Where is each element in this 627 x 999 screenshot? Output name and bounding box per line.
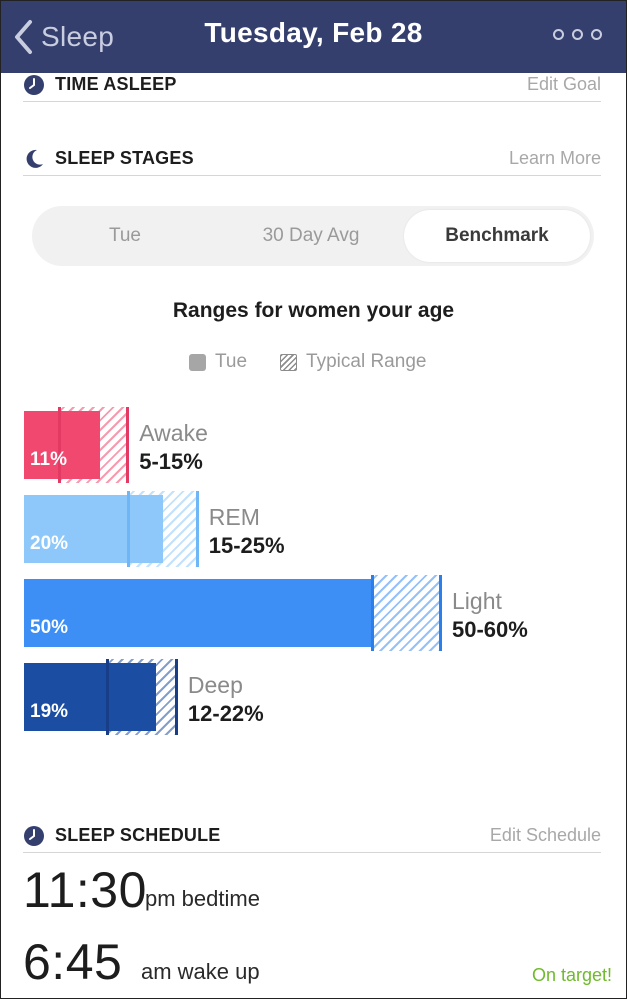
more-dot-icon <box>591 29 602 40</box>
legend-actual-label: Tue <box>215 351 248 372</box>
stage-name-deep: Deep <box>187 672 243 698</box>
stage-range-low-line-deep <box>106 659 110 735</box>
stage-name-light: Light <box>452 588 502 614</box>
time-asleep-title: TIME ASLEEP <box>55 74 177 94</box>
stage-row-light: 50% Light 50-60% <box>1 575 626 653</box>
stage-range-high-line-rem <box>195 491 199 567</box>
stage-range-low-line-light <box>370 575 374 651</box>
stage-range-label-light: 50-60% <box>452 617 528 642</box>
nav-header: Sleep Tuesday, Feb 28 <box>1 1 626 73</box>
stage-value-label-light: 50% <box>30 617 69 638</box>
legend-hatch-swatch <box>280 353 298 371</box>
more-dot-icon <box>553 29 564 40</box>
on-target-status: On target! <box>531 965 612 985</box>
period-segmented-control: Tue 30 Day Avg Benchmark <box>32 206 594 266</box>
sleep-stages-section: SLEEP STAGES Learn More <box>23 142 601 176</box>
chart-legend: Tue Typical Range <box>189 349 426 375</box>
stage-range-label-rem: 15-25% <box>208 533 285 558</box>
sleep-stages-title: SLEEP STAGES <box>55 148 194 168</box>
segment-30-day-avg[interactable]: 30 Day Avg <box>262 225 360 246</box>
clock-icon <box>24 74 44 95</box>
bedtime-time: 11:30 <box>23 862 147 918</box>
edit-goal-link[interactable]: Edit Goal <box>526 74 601 94</box>
stage-value-label-rem: 20% <box>30 533 69 554</box>
stage-range-label-deep: 12-22% <box>187 701 264 726</box>
page-title: Tuesday, Feb 28 <box>204 17 423 48</box>
stage-range-light <box>371 575 441 651</box>
segment-benchmark[interactable]: Benchmark <box>404 210 590 262</box>
time-asleep-section: TIME ASLEEP Edit Goal <box>23 68 601 102</box>
stage-range-low-line-awake <box>57 407 61 483</box>
stage-name-rem: REM <box>208 504 260 530</box>
stage-range-high-line-awake <box>126 407 130 483</box>
stage-range-rem <box>128 491 198 567</box>
more-dot-icon <box>572 29 583 40</box>
clock-icon <box>24 825 44 846</box>
stage-range-awake <box>58 407 129 483</box>
bedtime-label: pm bedtime <box>145 886 260 911</box>
stage-name-awake: Awake <box>139 420 208 446</box>
stage-range-low-line-rem <box>127 491 131 567</box>
more-options-button[interactable] <box>553 29 602 40</box>
stage-range-label-awake: 5-15% <box>139 449 203 474</box>
segment-tue[interactable]: Tue <box>108 225 142 246</box>
stage-value-label-deep: 19% <box>30 701 69 722</box>
edit-schedule-link[interactable]: Edit Schedule <box>489 825 601 845</box>
stage-bar-light <box>24 579 372 647</box>
ranges-title: Ranges for women your age <box>172 299 455 322</box>
sleep-schedule-section: SLEEP SCHEDULE Edit Schedule <box>23 819 601 853</box>
chevron-left-icon <box>15 20 32 54</box>
stage-row-awake: 11% Awake 5-15% <box>1 407 626 485</box>
learn-more-link[interactable]: Learn More <box>508 148 601 168</box>
legend-typical-label: Typical Range <box>306 351 427 372</box>
stage-value-label-awake: 11% <box>30 449 67 470</box>
stage-range-deep <box>107 659 177 735</box>
stage-row-deep: 19% Deep 12-22% <box>1 659 626 737</box>
legend-solid-swatch <box>189 353 206 371</box>
wake-time: 6:45 <box>23 934 123 990</box>
wake-label: am wake up <box>141 959 260 984</box>
stage-row-rem: 20% REM 15-25% <box>1 491 626 569</box>
back-label: Sleep <box>41 21 115 52</box>
moon-icon <box>26 149 43 168</box>
stage-range-high-line-deep <box>174 659 178 735</box>
back-button[interactable]: Sleep <box>13 15 114 59</box>
stage-range-high-line-light <box>439 575 442 651</box>
sleep-schedule-title: SLEEP SCHEDULE <box>55 825 221 845</box>
